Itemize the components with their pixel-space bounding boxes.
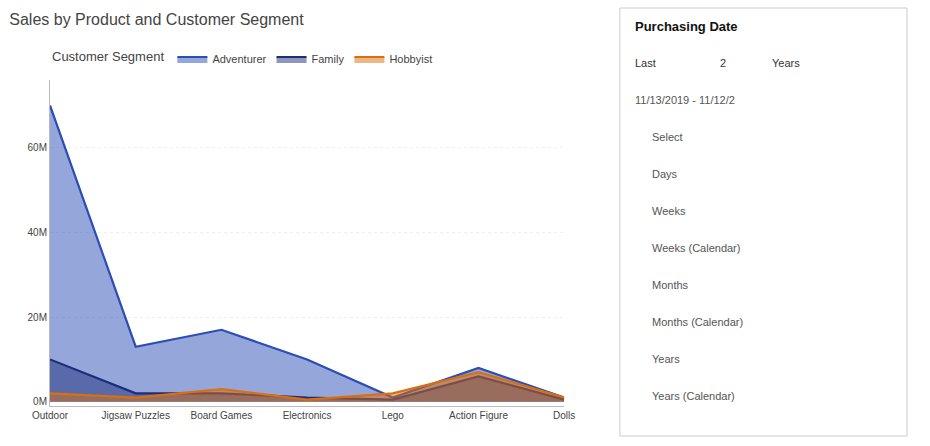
svg-text:40M: 40M	[28, 227, 47, 238]
svg-text:60M: 60M	[28, 142, 47, 153]
svg-text:Months: Months	[652, 279, 689, 291]
svg-text:Family: Family	[312, 53, 345, 65]
svg-text:Years (Calendar): Years (Calendar)	[652, 390, 735, 402]
svg-text:Hobbyist: Hobbyist	[389, 53, 432, 65]
svg-text:Sales by Product and Customer: Sales by Product and Customer Segment	[9, 11, 304, 28]
svg-text:2: 2	[720, 57, 726, 69]
svg-text:Dolls: Dolls	[553, 410, 575, 421]
svg-text:20M: 20M	[28, 312, 47, 323]
svg-text:Adventurer: Adventurer	[212, 53, 266, 65]
svg-text:Years: Years	[652, 353, 680, 365]
svg-text:Customer Segment: Customer Segment	[52, 49, 164, 64]
svg-text:Outdoor: Outdoor	[32, 410, 69, 421]
svg-text:Action Figure: Action Figure	[449, 410, 508, 421]
svg-text:Purchasing Date: Purchasing Date	[635, 19, 738, 34]
svg-text:Weeks (Calendar): Weeks (Calendar)	[652, 242, 740, 254]
svg-text:Weeks: Weeks	[652, 205, 686, 217]
svg-text:Days: Days	[652, 168, 678, 180]
svg-text:0M: 0M	[33, 396, 47, 407]
svg-text:Select: Select	[652, 131, 683, 143]
svg-text:Years: Years	[772, 57, 800, 69]
svg-text:Last: Last	[635, 57, 656, 69]
svg-text:Months (Calendar): Months (Calendar)	[652, 316, 743, 328]
svg-text:Lego: Lego	[382, 410, 405, 421]
svg-text:11/13/2019 - 11/12/2: 11/13/2019 - 11/12/2	[635, 94, 735, 106]
svg-text:Electronics: Electronics	[283, 410, 332, 421]
svg-text:Board Games: Board Games	[191, 410, 253, 421]
svg-text:Jigsaw Puzzles: Jigsaw Puzzles	[102, 410, 170, 421]
